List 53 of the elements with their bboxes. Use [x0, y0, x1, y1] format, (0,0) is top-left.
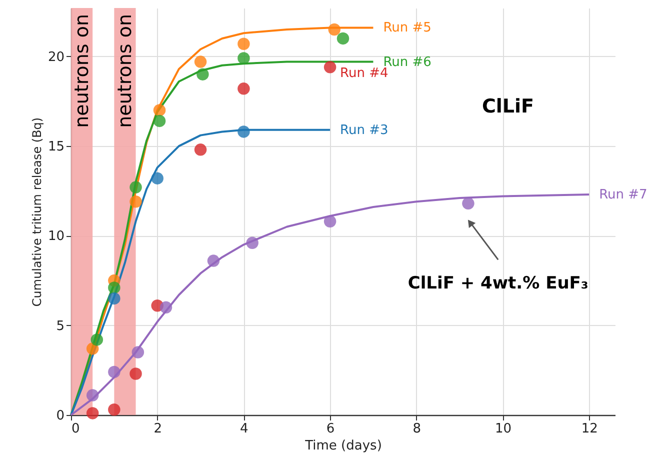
point: [108, 404, 120, 416]
point: [160, 301, 172, 314]
x-axis-title: Time (days): [304, 438, 382, 454]
series-label: Run #5: [383, 20, 432, 36]
point: [238, 126, 250, 138]
point: [130, 368, 142, 380]
point: [153, 104, 166, 116]
band-label: neutrons on: [114, 14, 136, 128]
point: [207, 254, 220, 267]
point: [194, 56, 207, 68]
y-tick-label: 10: [48, 229, 64, 244]
point: [324, 61, 336, 74]
series-label: Run #3: [340, 122, 388, 138]
annotation: ClLiF: [482, 96, 534, 118]
x-tick-label: 4: [240, 422, 248, 436]
series-label: Run #7: [599, 187, 648, 202]
y-tick-label: 5: [56, 318, 64, 334]
x-tick-label: 8: [412, 422, 422, 436]
point: [336, 32, 350, 45]
point: [108, 366, 120, 378]
point: [86, 342, 99, 355]
point: [132, 346, 144, 358]
point: [108, 292, 120, 305]
x-tick-label: 2: [154, 422, 162, 436]
y-tick-label: 0: [56, 408, 64, 424]
x-tick-label: 6: [326, 422, 335, 436]
point: [328, 23, 340, 36]
x-tick-label: 10: [494, 422, 512, 436]
point: [238, 38, 250, 50]
point: [324, 215, 336, 228]
point: [90, 334, 104, 346]
y-axis-title: Cumulative tritium release (Bq): [30, 117, 44, 307]
point: [196, 68, 209, 80]
point: [246, 236, 258, 249]
point: [108, 282, 120, 294]
point: [130, 196, 142, 208]
point: [238, 52, 250, 64]
series-label: Run #4: [340, 66, 388, 82]
x-tick-label: 0: [72, 422, 80, 436]
annotation: ClLiF + 4wt.% EuF₃: [408, 274, 588, 294]
y-tick-label: 20: [48, 50, 64, 65]
band-label: neutrons on: [70, 14, 93, 128]
point: [86, 407, 99, 420]
point: [151, 172, 164, 184]
line-series: [70, 193, 590, 416]
point: [153, 114, 166, 128]
point: [86, 389, 99, 402]
point: [238, 82, 250, 95]
point: [194, 144, 207, 156]
x-tick-label: 12: [581, 422, 598, 436]
point: [462, 197, 474, 210]
y-tick-label: 15: [48, 140, 64, 155]
point: [130, 181, 142, 194]
